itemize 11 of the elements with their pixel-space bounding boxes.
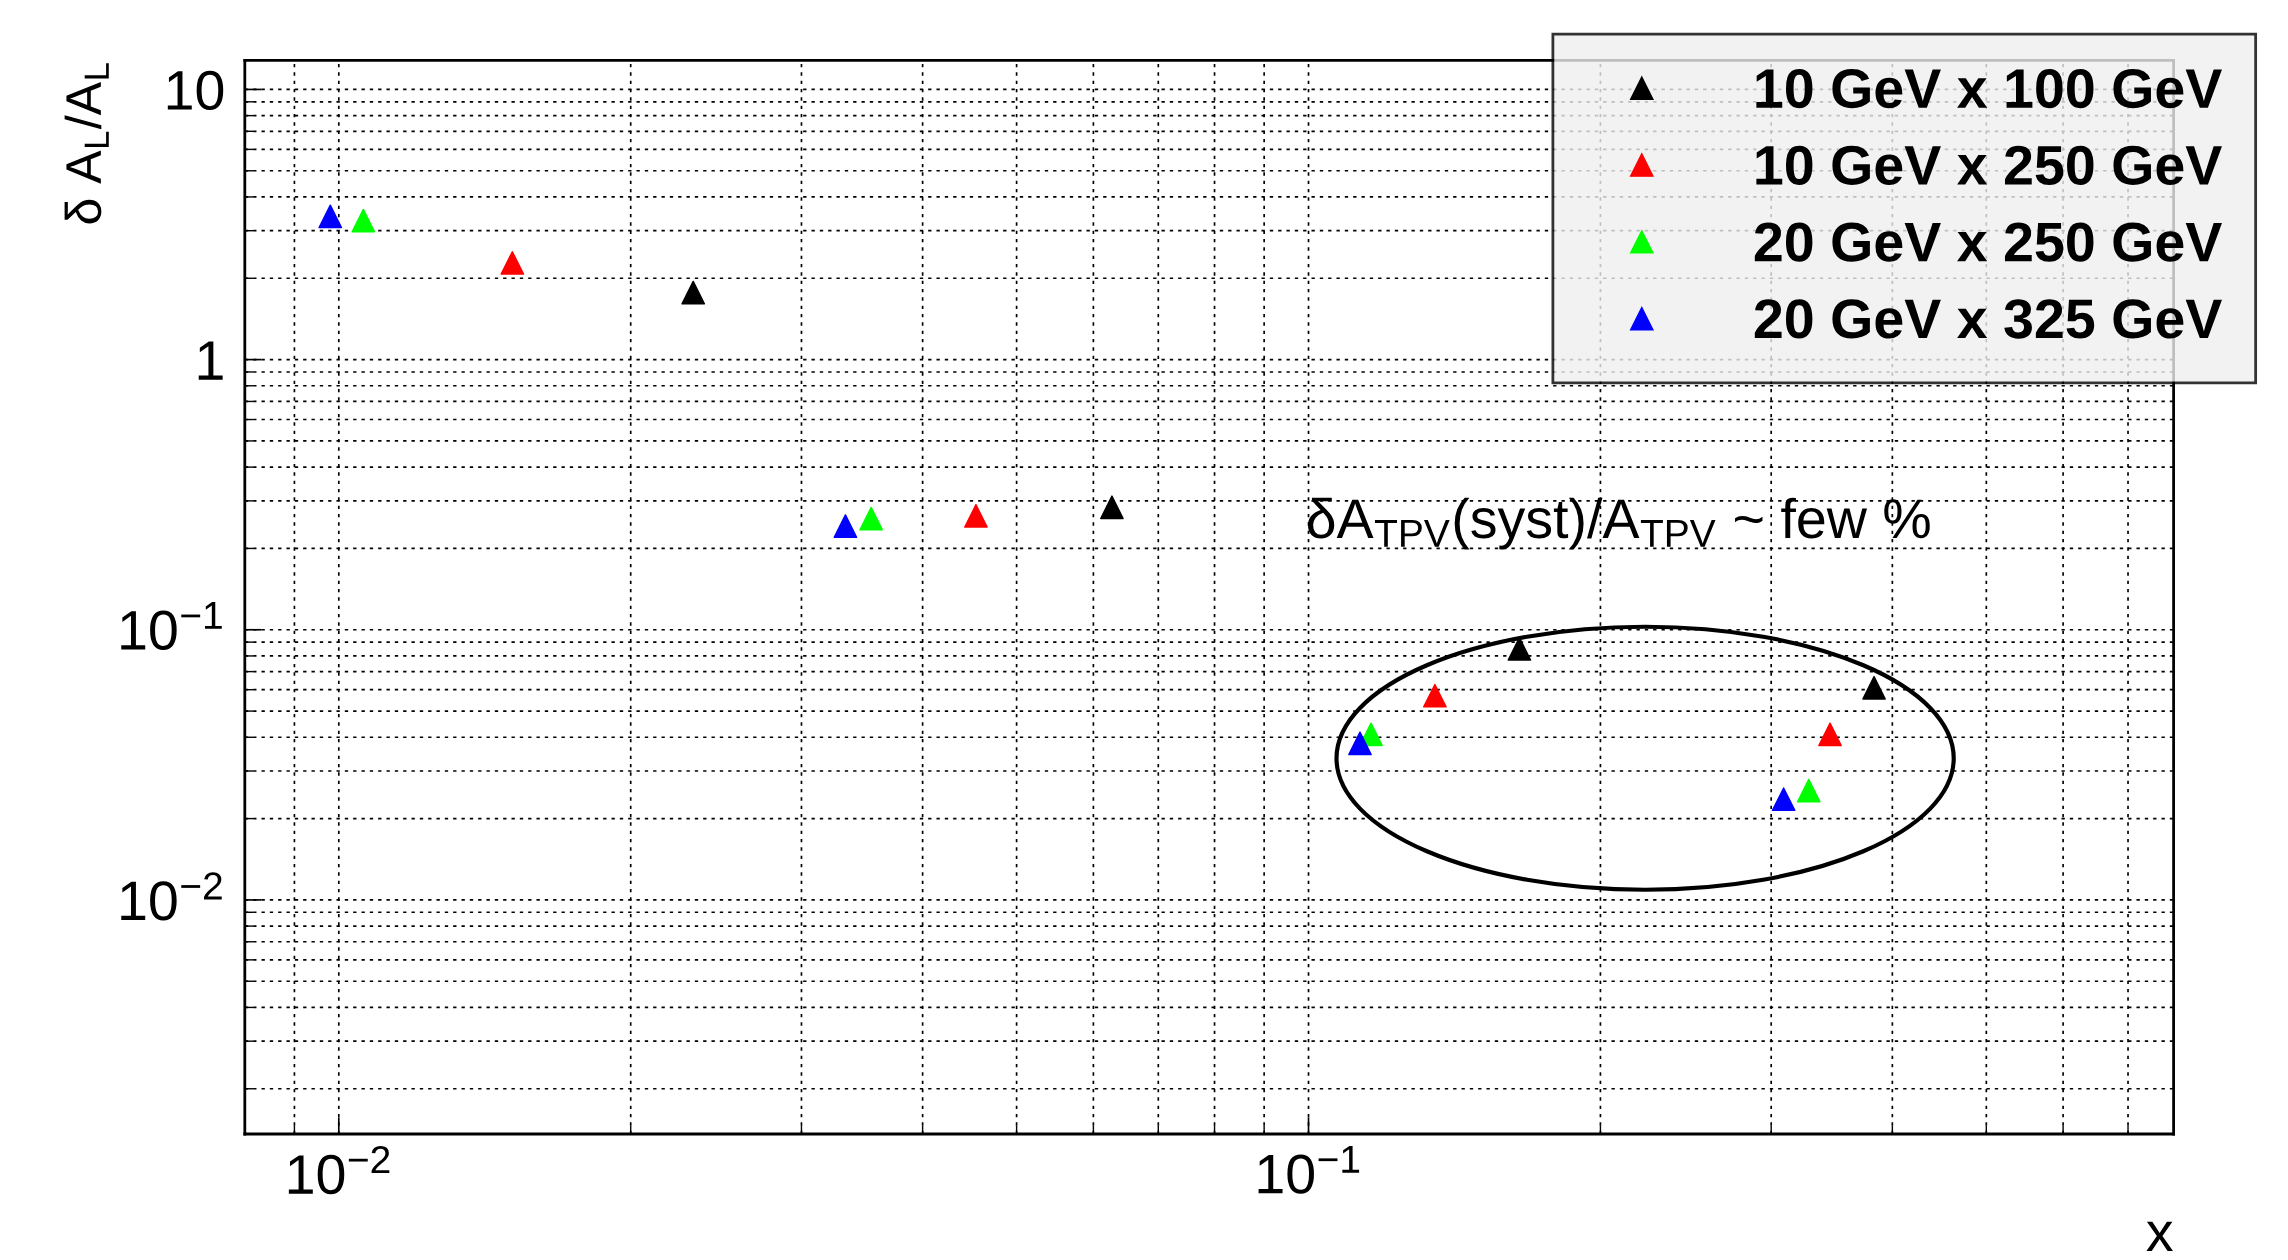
legend-label: 20 GeV x 250 GeV: [1754, 222, 2222, 262]
x-axis-title: x: [2146, 1221, 2173, 1252]
y-tick-label: 10: [167, 70, 224, 111]
y-tick-label: 1: [198, 341, 223, 380]
legend-label: 10 GeV x 100 GeV: [1756, 68, 2222, 109]
y-axis-title: δ A$_{L}$/A$_{L}$: [64, 63, 109, 224]
annotation: δA$_{TPV}$(syst)/A$_{TPV}$ ~ few %: [1307, 497, 1930, 550]
y-tick-label: 10$^{−1}$: [121, 602, 222, 650]
legend-label: 20 GeV x 325 GeV: [1754, 299, 2222, 339]
legend-label: 10 GeV x 250 GeV: [1756, 145, 2222, 186]
y-tick-label: 10$^{−2}$: [121, 872, 222, 921]
